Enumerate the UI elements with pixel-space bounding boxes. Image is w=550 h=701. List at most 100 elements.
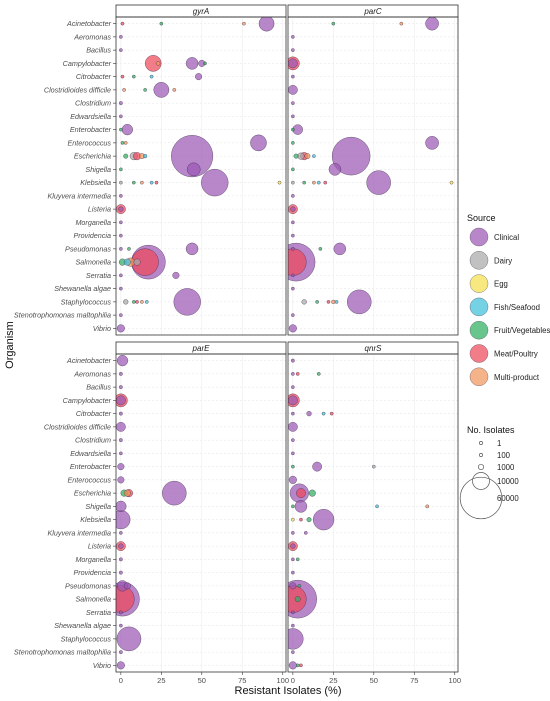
- bubble: [288, 58, 298, 69]
- bubble: [291, 194, 295, 198]
- bubble: [258, 17, 275, 32]
- legend-swatch: [469, 251, 489, 270]
- bubble: [118, 206, 124, 212]
- bubble: [242, 21, 246, 26]
- bubbles: [116, 354, 187, 670]
- y-tick-label: Escherichia: [74, 489, 111, 498]
- bubble: [119, 233, 123, 238]
- grid: [288, 354, 458, 672]
- bubble: [291, 438, 295, 442]
- bubble: [288, 585, 307, 613]
- bubble: [123, 141, 128, 145]
- y-tick-label: Acinetobacter: [66, 356, 112, 365]
- bubble: [425, 17, 439, 31]
- bubble: [316, 372, 321, 376]
- bubble: [119, 114, 123, 119]
- bubble: [425, 504, 430, 509]
- bubble: [201, 168, 229, 197]
- y-tick-label: Klebsiella: [80, 178, 111, 187]
- grid: [116, 354, 286, 672]
- bubble: [119, 167, 123, 172]
- bubble: [118, 371, 123, 376]
- y-tick-label: Campylobacter: [63, 396, 112, 405]
- bubble: [302, 180, 307, 185]
- y-tick-label: Morganella: [75, 218, 111, 227]
- y-tick-label: Salmonella: [75, 595, 111, 604]
- y-tick-label: Enterobacter: [70, 125, 112, 134]
- bubble: [308, 489, 316, 497]
- x-tick-label: 100: [449, 676, 462, 685]
- legend-item: Fish/Seafood: [469, 297, 540, 317]
- bubble: [116, 626, 142, 652]
- bubble: [333, 242, 347, 256]
- y-tick-label: Aeromonas: [73, 369, 111, 378]
- y-tick-label: Clostridioides difficile: [44, 85, 111, 94]
- bubble: [291, 464, 295, 469]
- bubble: [291, 504, 295, 509]
- panel-qnrS: qnrS 0 25 50 75 100: [287, 341, 462, 685]
- panel-parE: parE Acinetobacter Aeromonas Bacillus Campyl…: [14, 341, 289, 685]
- bubble: [296, 488, 306, 499]
- bubble: [127, 247, 131, 251]
- y-tick-label: Kluyvera intermedia: [47, 191, 111, 200]
- y-tick-label: Pseudomonas: [65, 581, 111, 590]
- bubble: [291, 372, 295, 376]
- bubble: [291, 286, 295, 291]
- bubble: [321, 411, 326, 416]
- bubble: [119, 35, 123, 39]
- bubble: [306, 517, 312, 523]
- size-legend-item: 100: [479, 451, 511, 460]
- legend-item: Dairy: [469, 251, 512, 270]
- y-tick-label: Enterococcus: [67, 475, 111, 484]
- bubble: [331, 136, 371, 176]
- bubble: [185, 57, 199, 70]
- y-tick-label: Kluyvera intermedia: [47, 528, 111, 537]
- bubble: [123, 582, 131, 590]
- bubble: [291, 451, 295, 456]
- x-tick-label: 25: [329, 676, 337, 685]
- bubble: [118, 101, 123, 106]
- bubble: [131, 180, 136, 185]
- bubble: [288, 248, 307, 276]
- bubble: [250, 134, 267, 152]
- bubble: [297, 152, 305, 160]
- panel-gyrA: gyrA Acinetobacter Aeromonas Bacillus Campyl…: [14, 4, 287, 336]
- size-legend-item: 10000: [472, 472, 519, 490]
- bubble: [331, 21, 336, 26]
- size-swatch: [472, 472, 490, 490]
- bubble: [140, 300, 144, 304]
- panel-strip: gyrA: [115, 4, 287, 18]
- bubble: [366, 170, 391, 195]
- bubble: [291, 74, 295, 79]
- bubble: [303, 531, 308, 535]
- legend-swatch: [469, 320, 489, 340]
- bubble: [119, 623, 123, 628]
- bubble: [291, 610, 295, 615]
- bubble: [162, 480, 187, 506]
- legend-item: Egg: [469, 274, 508, 293]
- bubble: [123, 258, 131, 266]
- x-tick-label: 0: [119, 676, 123, 685]
- bubble: [116, 421, 126, 432]
- y-tick-label: Salmonella: [75, 258, 111, 267]
- legend-title-source: Source: [467, 213, 496, 223]
- bubble: [118, 557, 123, 562]
- panel-title: parE: [192, 344, 211, 353]
- bubble: [323, 180, 328, 185]
- y-tick-label: Morganella: [75, 555, 111, 564]
- bubble: [291, 385, 295, 389]
- legend-label: Fruit/Vegetables: [494, 326, 550, 335]
- bubble: [119, 313, 123, 317]
- bubble: [291, 313, 295, 317]
- bubble: [425, 136, 439, 150]
- legend-swatch: [469, 227, 489, 247]
- bubble: [118, 411, 123, 416]
- bubble: [329, 411, 334, 416]
- bubble: [133, 258, 141, 266]
- bubble: [116, 354, 129, 367]
- bubble: [195, 73, 203, 81]
- bubble: [288, 661, 297, 670]
- y-tick-label: Shigella: [85, 502, 111, 511]
- size-label: 100: [497, 451, 511, 460]
